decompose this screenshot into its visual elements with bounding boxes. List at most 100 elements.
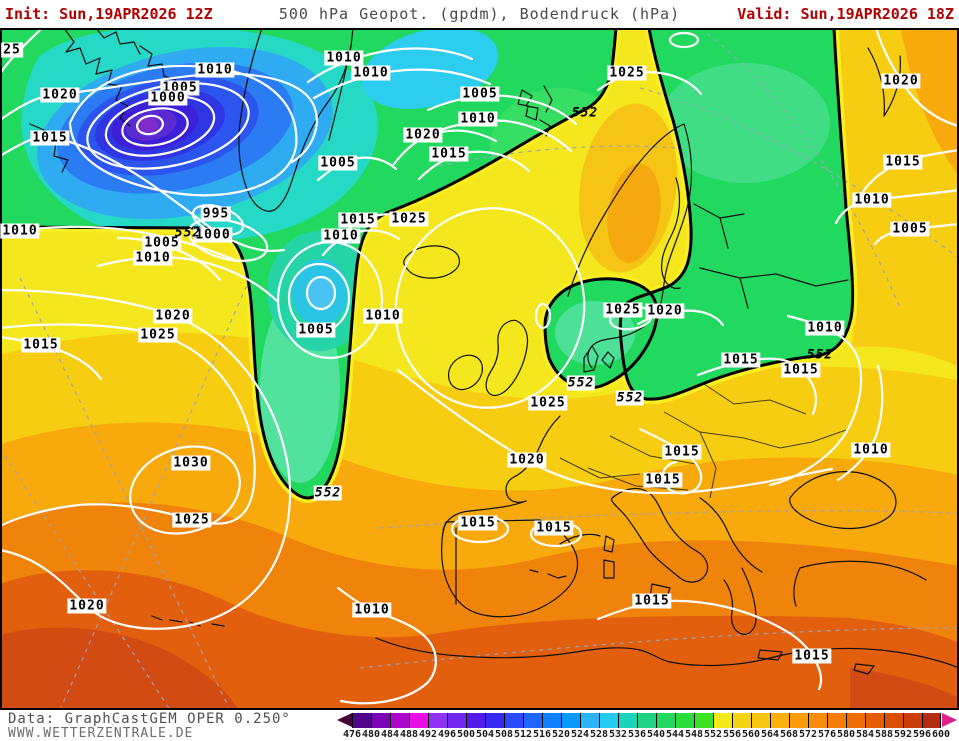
colorbar-cell xyxy=(789,713,808,728)
pressure-label: 1020 xyxy=(645,303,685,319)
colorbar-tick: 480 xyxy=(361,729,381,740)
colorbar-tick: 496 xyxy=(437,729,457,740)
pressure-label: 1015 xyxy=(21,337,61,353)
colorbar-tick: 600 xyxy=(931,729,951,740)
geopotential-colorbar: 476 480 484 488 492 496 500 504 508 512 516 520 524 5… xyxy=(337,713,959,741)
pressure-label: 1015 xyxy=(643,472,683,488)
pressure-label: 995 xyxy=(200,206,232,222)
pressure-label: 1010 xyxy=(352,602,392,618)
pressure-label: 1015 xyxy=(458,515,498,531)
colorbar-cell xyxy=(922,713,941,728)
geopotential-label: 552 xyxy=(174,225,202,241)
colorbar-cell xyxy=(751,713,770,728)
footer-bar: Data: GraphCastGEM OPER 0.250° WWW.WETTE… xyxy=(0,710,959,741)
colorbar-tick: 544 xyxy=(665,729,685,740)
pressure-label: 1010 xyxy=(0,223,40,239)
colorbar-cell xyxy=(903,713,922,728)
colorbar-tick: 580 xyxy=(836,729,856,740)
pressure-label: 1015 xyxy=(662,444,702,460)
colorbar-tick: 564 xyxy=(760,729,780,740)
colorbar-cell xyxy=(485,713,504,728)
header-bar: Init: Sun,19APR2026 12Z 500 hPa Geopot. … xyxy=(0,0,959,28)
pressure-label: 1015 xyxy=(632,593,672,609)
chart-title: 500 hPa Geopot. (gpdm), Bodendruck (hPa) xyxy=(278,5,681,23)
pressure-label: 1010 xyxy=(851,442,891,458)
pressure-label: 1015 xyxy=(721,352,761,368)
colorbar-tick: 488 xyxy=(399,729,419,740)
colorbar-arrow-left xyxy=(337,713,352,727)
pressure-label: 1020 xyxy=(67,598,107,614)
pressure-label: 1010 xyxy=(363,308,403,324)
pressure-label: 1005 xyxy=(890,221,930,237)
geopotential-label: 552 xyxy=(571,105,599,121)
geopotential-label: 552 xyxy=(615,390,645,406)
colorbar-cell xyxy=(713,713,732,728)
colorbar-tick: 536 xyxy=(627,729,647,740)
colorbar-tick: 484 xyxy=(380,729,400,740)
pressure-label: 1010 xyxy=(805,320,845,336)
pressure-label: 1010 xyxy=(195,62,235,78)
colorbar-cell xyxy=(580,713,599,728)
colorbar-cell xyxy=(599,713,618,728)
colorbar-tick: 476 xyxy=(342,729,362,740)
pressure-label: 1020 xyxy=(507,452,547,468)
pressure-label: 1010 xyxy=(133,250,173,266)
colorbar-cell xyxy=(675,713,694,728)
colorbar-tick: 556 xyxy=(722,729,742,740)
pressure-label: 1010 xyxy=(458,111,498,127)
colorbar-cell xyxy=(371,713,390,728)
colorbar-tick: 504 xyxy=(475,729,495,740)
colorbar-tick: 576 xyxy=(817,729,837,740)
geopotential-label: 552 xyxy=(806,347,834,363)
colorbar-cell xyxy=(694,713,713,728)
pressure-label: 1015 xyxy=(429,146,469,162)
data-source-label: Data: GraphCastGEM OPER 0.250° xyxy=(8,711,291,727)
colorbar-cell xyxy=(827,713,846,728)
colorbar-cell xyxy=(846,713,865,728)
pressure-label: 1025 xyxy=(172,512,212,528)
pressure-label: 1010 xyxy=(351,65,391,81)
pressure-label: 1015 xyxy=(883,154,923,170)
map-frame xyxy=(0,28,959,710)
colorbar-cell xyxy=(447,713,466,728)
pressure-label: 1000 xyxy=(193,227,233,243)
pressure-label: 1005 xyxy=(318,155,358,171)
geopotential-label: 552 xyxy=(566,375,596,391)
colorbar-cell xyxy=(352,713,371,728)
colorbar-cell xyxy=(884,713,903,728)
pressure-label: 1015 xyxy=(30,130,70,146)
colorbar-cell xyxy=(466,713,485,728)
colorbar-tick: 516 xyxy=(532,729,552,740)
pressure-label: 1020 xyxy=(153,308,193,324)
colorbar-cell xyxy=(770,713,789,728)
pressure-label: 1025 xyxy=(603,302,643,318)
colorbar-tick: 524 xyxy=(570,729,590,740)
pressure-label: 1025 xyxy=(607,65,647,81)
colorbar-cell xyxy=(428,713,447,728)
pressure-label: 1015 xyxy=(781,362,821,378)
pressure-label: 1005 xyxy=(296,322,336,338)
valid-time-label: Valid: Sun,19APR2026 18Z xyxy=(737,5,954,23)
colorbar-cell xyxy=(504,713,523,728)
colorbar-cell xyxy=(561,713,580,728)
pressure-label: 1025 xyxy=(528,395,568,411)
geopotential-label: 552 xyxy=(313,485,343,501)
pressure-label: 25 xyxy=(1,42,23,58)
colorbar-cells xyxy=(352,713,941,728)
pressure-label: 1020 xyxy=(403,127,443,143)
pressure-label: 1015 xyxy=(338,212,378,228)
pressure-label: 1020 xyxy=(40,87,80,103)
colorbar-cell xyxy=(656,713,675,728)
colorbar-cell xyxy=(523,713,542,728)
colorbar-tick: 568 xyxy=(779,729,799,740)
colorbar-cell xyxy=(808,713,827,728)
pressure-label: 1030 xyxy=(171,455,211,471)
colorbar-tick: 584 xyxy=(855,729,875,740)
colorbar-cell xyxy=(409,713,428,728)
pressure-label: 1025 xyxy=(138,327,178,343)
colorbar-cell xyxy=(390,713,409,728)
colorbar-arrow-right xyxy=(942,713,957,727)
colorbar-tick: 596 xyxy=(912,729,932,740)
pressure-label: 1010 xyxy=(324,50,364,66)
